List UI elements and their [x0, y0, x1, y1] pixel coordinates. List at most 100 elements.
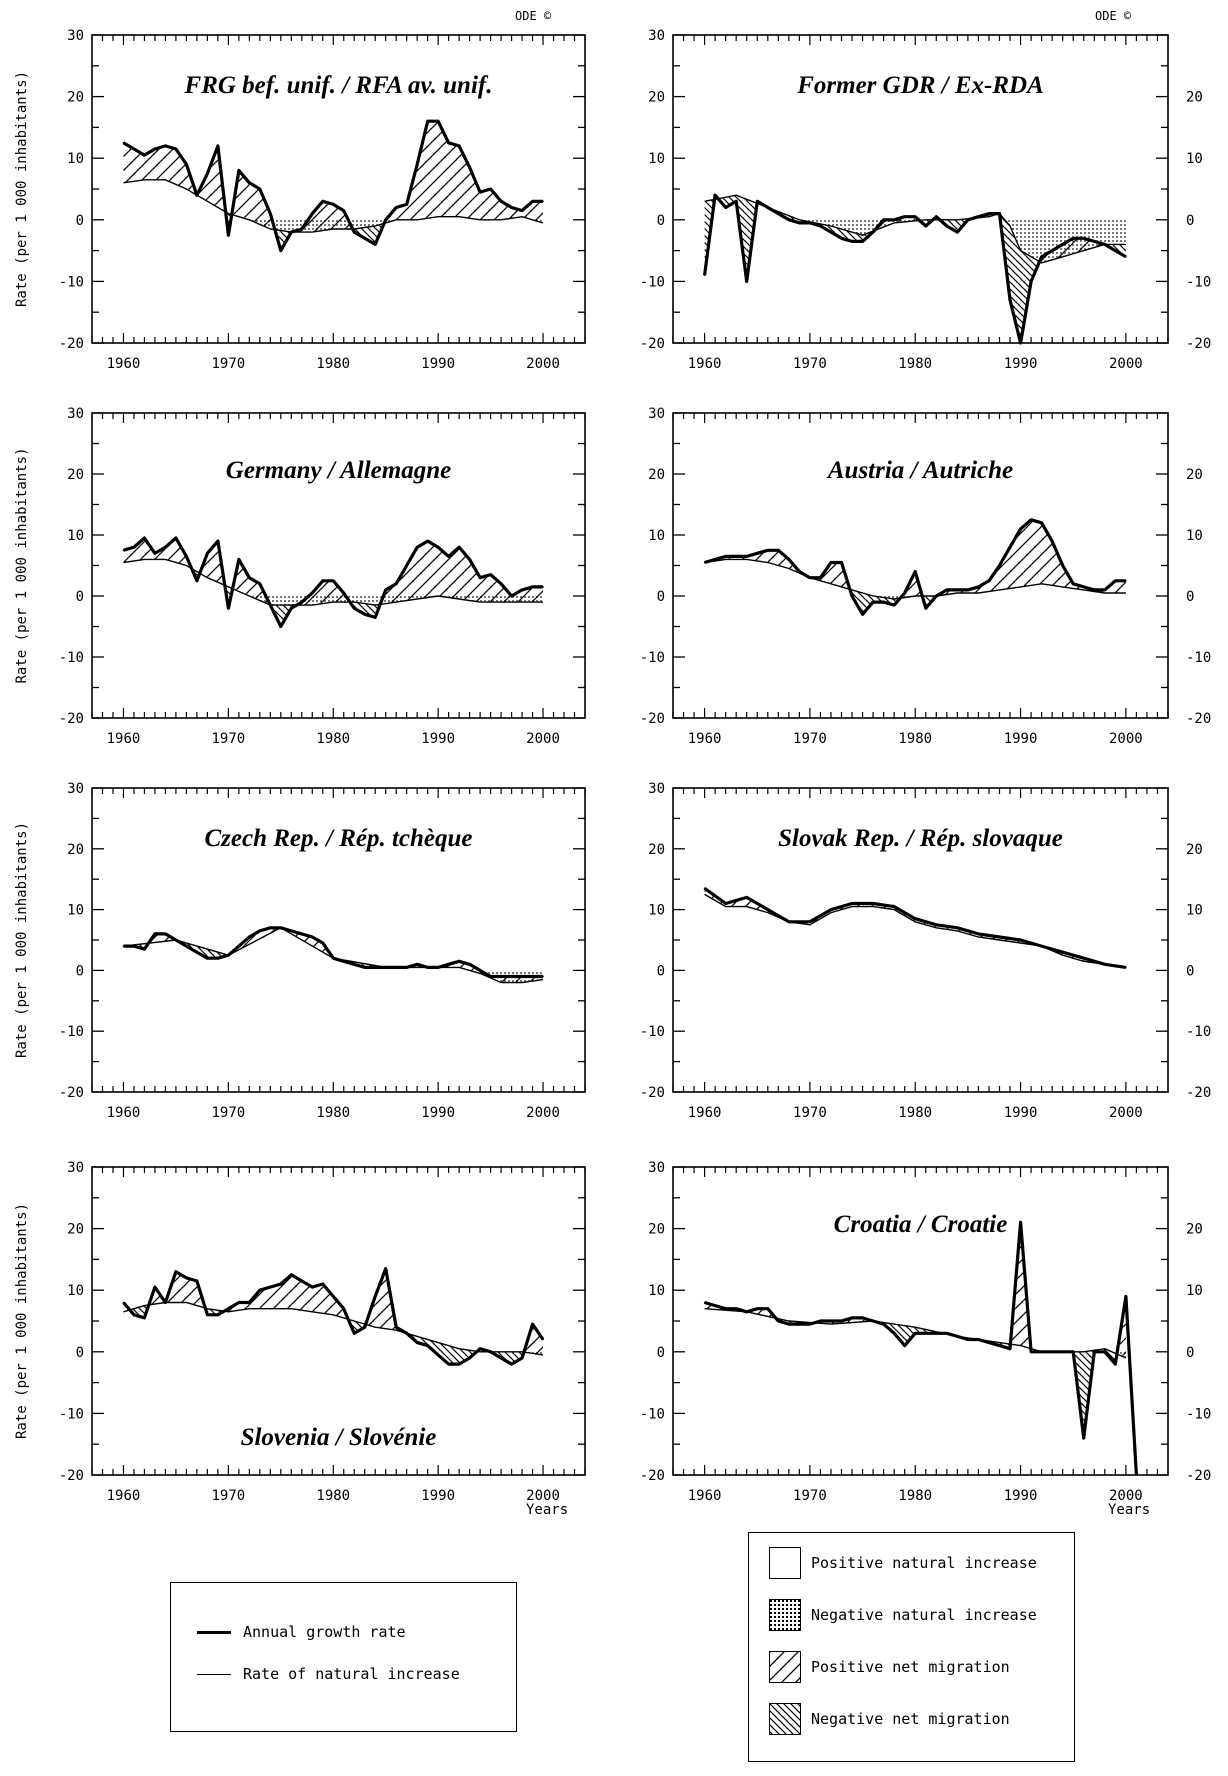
negative-natural-fill	[1107, 219, 1111, 245]
growth-point	[735, 200, 737, 203]
negative-natural-fill	[883, 219, 887, 227]
growth-point	[238, 558, 240, 561]
y-tick-label: 30	[67, 1160, 84, 1176]
growth-point	[521, 975, 523, 978]
growth-point	[437, 1354, 439, 1356]
growth-point	[217, 1314, 219, 1316]
negative-natural-fill	[841, 219, 845, 230]
positive-migration-fill	[325, 1287, 329, 1315]
growth-point	[447, 555, 450, 558]
positive-migration-fill	[246, 179, 250, 220]
growth-point	[872, 231, 874, 233]
positive-migration-fill	[265, 1287, 268, 1309]
natural-increase-line	[704, 893, 1127, 969]
positive-migration-fill	[126, 144, 129, 183]
positive-migration-fill	[472, 173, 475, 220]
negative-natural-fill	[466, 596, 470, 601]
growth-point	[893, 219, 895, 221]
growth-point	[353, 963, 356, 966]
growth-point	[489, 1351, 492, 1353]
growth-point	[924, 607, 927, 609]
positive-migration-fill	[1010, 542, 1013, 589]
growth-point	[977, 215, 980, 218]
positive-migration-fill	[759, 551, 763, 562]
growth-point	[531, 1323, 534, 1325]
negative-natural-fill	[1083, 219, 1087, 251]
growth-point	[510, 975, 513, 978]
positive-migration-fill	[443, 132, 447, 217]
y-tick-label: -10	[59, 1406, 84, 1422]
pos-natural-swatch	[769, 1547, 801, 1579]
positive-migration-fill	[123, 549, 127, 563]
x-tick-label: 1970	[793, 1105, 827, 1121]
growth-point	[238, 1301, 240, 1304]
growth-point	[280, 249, 282, 252]
positive-migration-fill	[320, 1284, 323, 1314]
growth-point	[935, 924, 938, 926]
negative-natural-fill	[280, 596, 284, 606]
y-tick-label: 30	[67, 781, 84, 797]
positive-migration-fill	[307, 935, 310, 945]
negative-migration-fill	[136, 1307, 140, 1317]
positive-migration-fill	[136, 542, 140, 561]
positive-migration-fill	[181, 156, 184, 188]
growth-point	[893, 905, 895, 908]
growth-point	[332, 957, 335, 960]
negative-migration-fill	[849, 231, 853, 242]
y-tick-label-right: -20	[1186, 711, 1211, 727]
growth-point	[745, 280, 748, 283]
positive-migration-fill	[126, 548, 129, 563]
growth-point	[342, 592, 345, 594]
y-tick-label: 10	[67, 903, 84, 919]
positive-migration-fill	[1038, 522, 1042, 585]
positive-migration-fill	[833, 562, 837, 586]
growth-point	[363, 966, 366, 969]
growth-point	[227, 954, 230, 956]
positive-migration-fill	[1015, 533, 1018, 588]
legend-item-pos-migration: Positive net migration	[769, 1651, 1010, 1683]
negative-natural-fill	[338, 596, 342, 603]
negative-natural-fill	[409, 596, 412, 601]
positive-migration-fill	[435, 545, 439, 597]
negative-natural-fill	[849, 219, 853, 233]
x-tick-label: 1970	[212, 1105, 246, 1121]
growth-point	[861, 240, 864, 243]
positive-migration-fill	[406, 560, 410, 601]
growth-point	[332, 579, 335, 582]
growth-point	[745, 555, 748, 558]
growth-point	[479, 576, 481, 579]
growth-point	[1082, 237, 1085, 240]
positive-migration-fill	[270, 1286, 273, 1309]
growth-point	[756, 552, 759, 555]
growth-point	[861, 613, 864, 616]
growth-point	[416, 546, 418, 548]
negative-natural-fill	[398, 596, 402, 602]
negative-natural-fill	[312, 219, 315, 233]
ode-label-left: ODE ©	[515, 9, 552, 23]
positive-migration-fill	[414, 547, 418, 600]
growth-point	[840, 1320, 843, 1322]
positive-migration-fill	[461, 550, 465, 600]
positive-migration-fill	[254, 580, 258, 600]
y-tick-label: -20	[59, 711, 84, 727]
growth-point	[521, 589, 523, 591]
y-tick-label: 0	[657, 963, 665, 979]
positive-migration-fill	[430, 121, 433, 218]
negative-migration-fill	[862, 592, 866, 615]
negative-natural-fill	[275, 596, 279, 606]
growth-point	[280, 625, 282, 628]
growth-point	[384, 1267, 387, 1270]
negative-natural-fill	[1017, 219, 1021, 251]
negative-natural-fill	[404, 596, 407, 601]
positive-migration-fill	[765, 1308, 768, 1317]
growth-point	[342, 1307, 345, 1310]
growth-point	[342, 960, 345, 963]
positive-migration-fill	[480, 191, 483, 220]
negative-migration-fill	[1020, 250, 1024, 343]
positive-migration-fill	[451, 143, 454, 217]
positive-migration-fill	[830, 562, 834, 585]
negative-natural-fill	[314, 219, 318, 232]
growth-point	[384, 966, 387, 969]
y-tick-label-right: -10	[1186, 274, 1211, 290]
positive-migration-fill	[1041, 522, 1045, 585]
